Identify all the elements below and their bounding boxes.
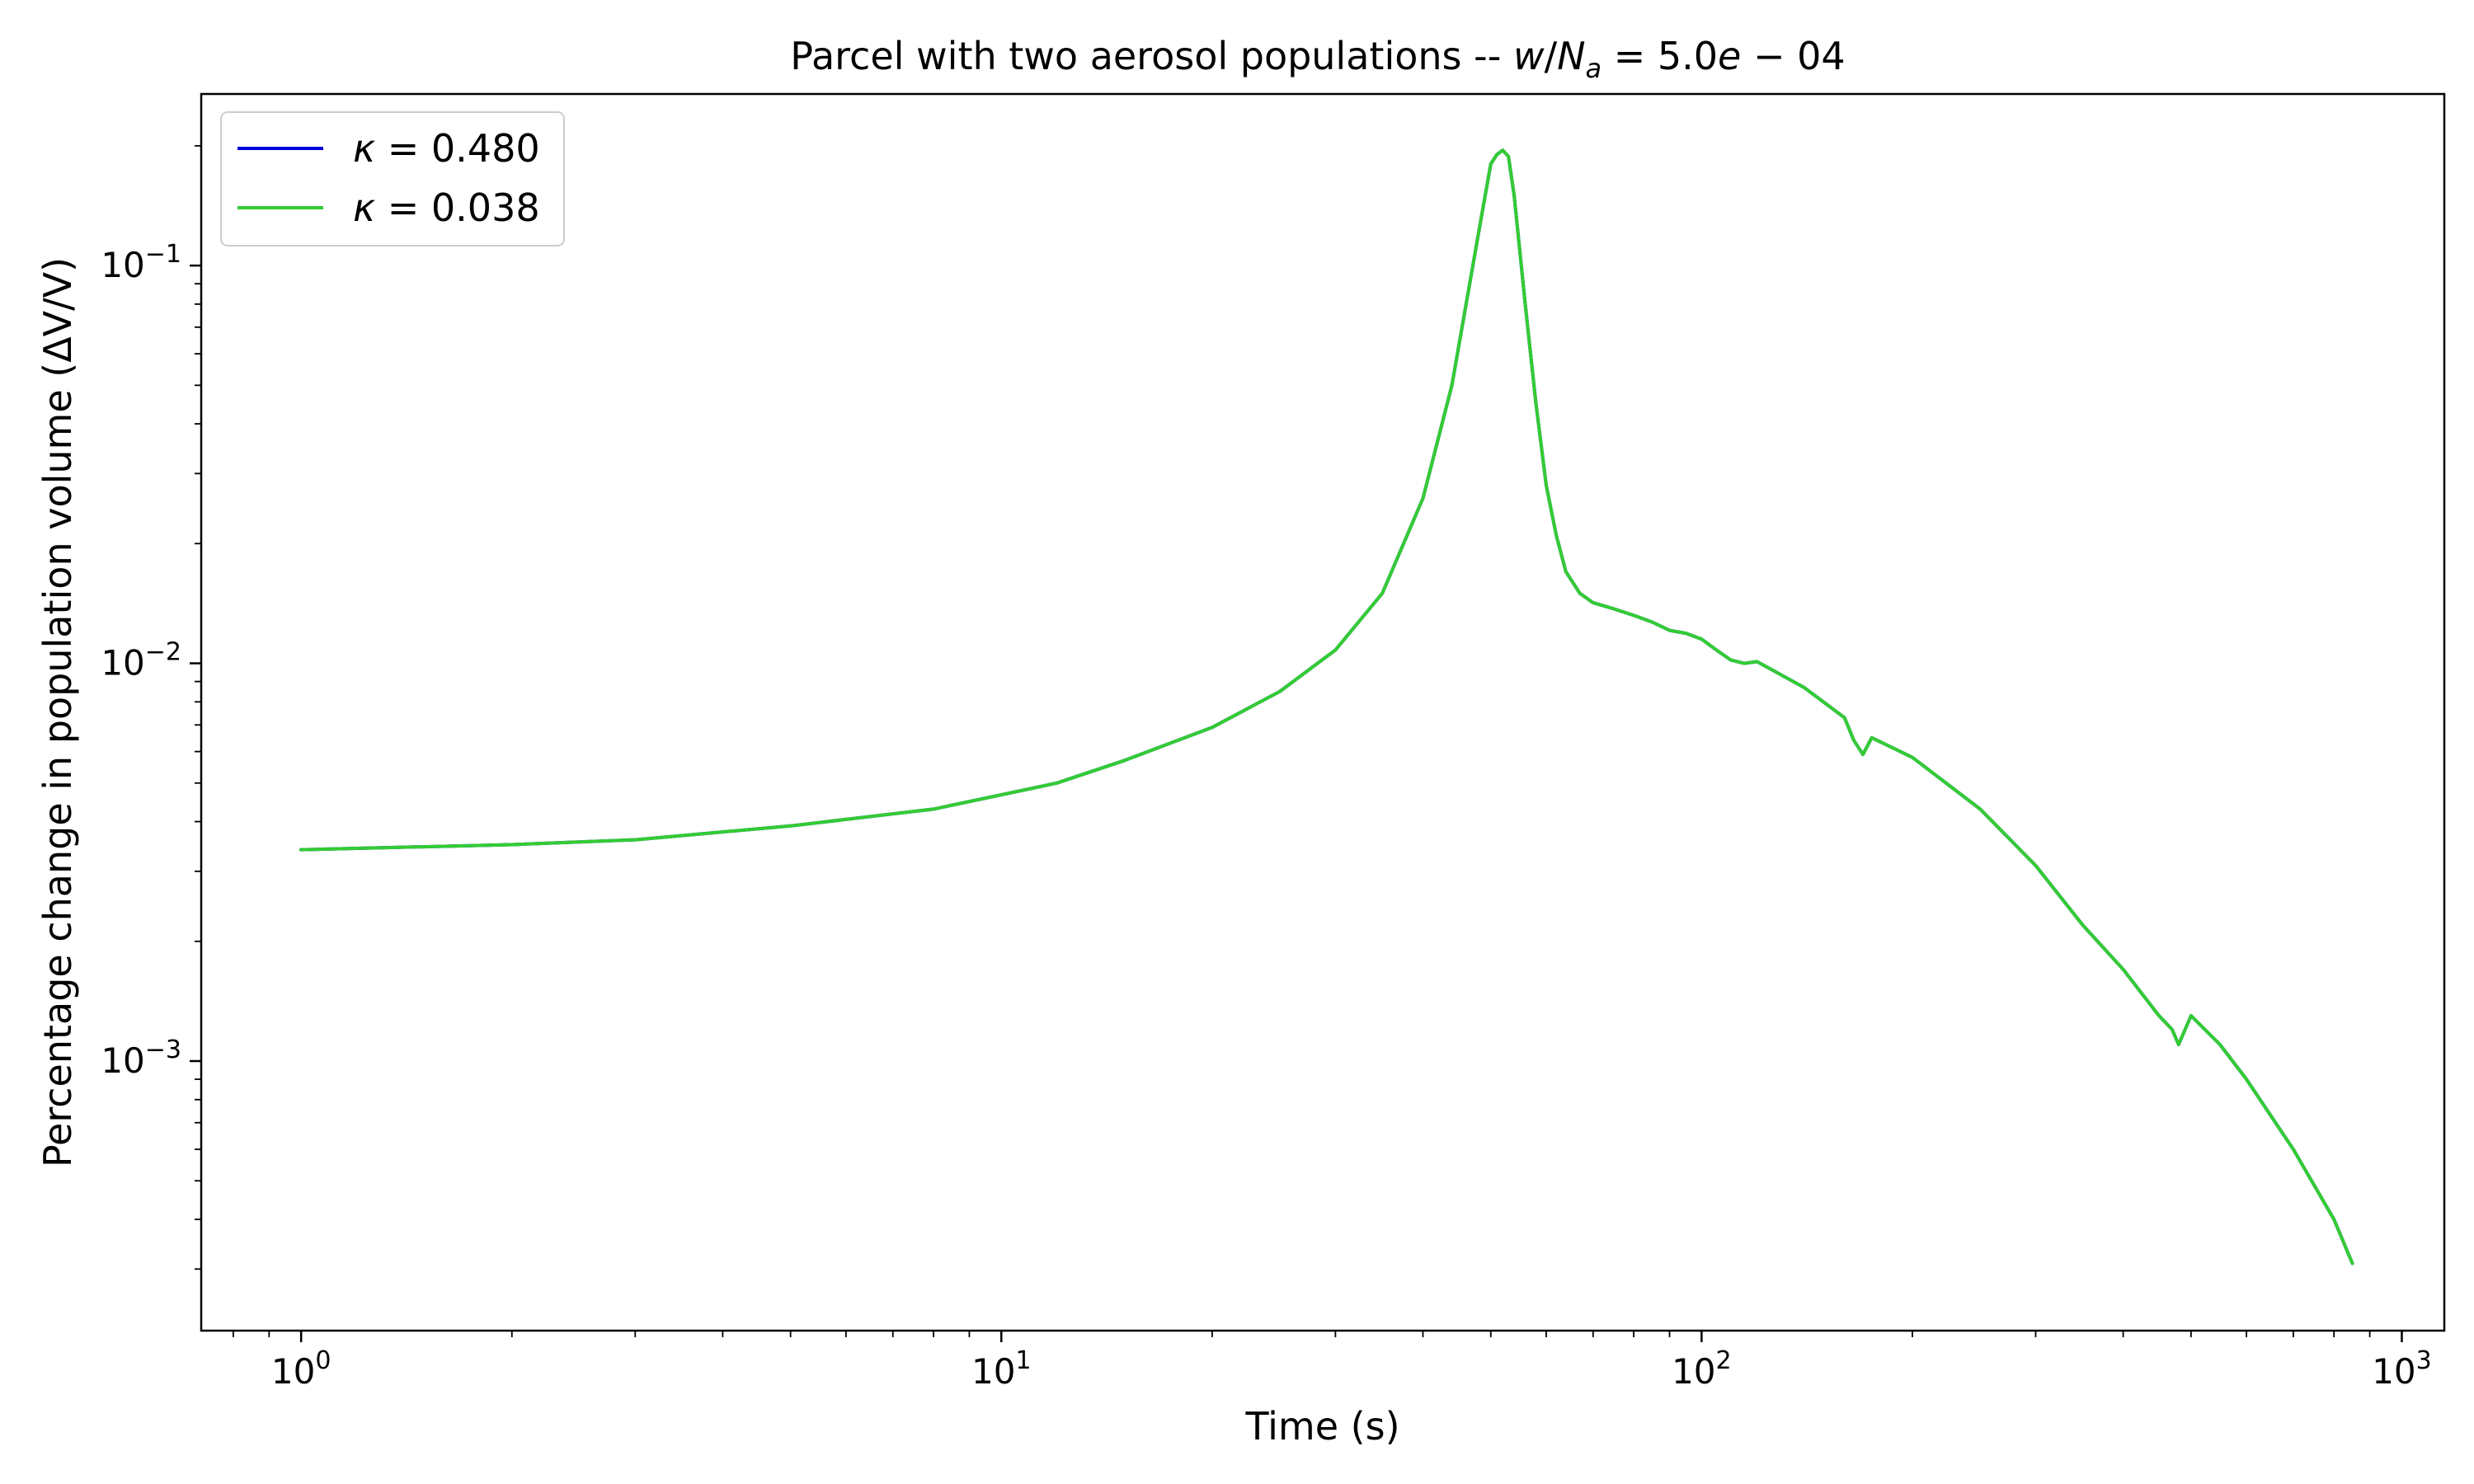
series-layer bbox=[299, 148, 2354, 1266]
legend-label-kappa-0480: κ = 0.480 bbox=[353, 126, 540, 171]
x-tick-label: 100 bbox=[271, 1346, 332, 1392]
y-tick-label: 10−1 bbox=[101, 240, 181, 285]
x-axis-label: Time (s) bbox=[1244, 1404, 1399, 1449]
y-tick-label: 10−3 bbox=[101, 1036, 181, 1081]
x-tick-label: 102 bbox=[1672, 1346, 1732, 1392]
ticks-layer: 100 101 102 103 10−3 10−2 10−1 bbox=[101, 144, 2432, 1392]
chart-title: Parcel with two aerosol populations -- w… bbox=[790, 34, 1845, 84]
plot-area-frame bbox=[200, 92, 2446, 1332]
y-axis-label: Percentage change in population volume (… bbox=[35, 257, 80, 1167]
legend-box bbox=[220, 111, 565, 247]
x-tick-label: 103 bbox=[2372, 1346, 2432, 1392]
legend: κ = 0.480 κ = 0.038 bbox=[220, 111, 565, 247]
x-tick-label: 101 bbox=[971, 1346, 1032, 1392]
series-line-1 bbox=[299, 148, 2354, 1266]
legend-label-kappa-0038: κ = 0.038 bbox=[353, 186, 540, 230]
y-tick-label: 10−2 bbox=[101, 638, 181, 683]
